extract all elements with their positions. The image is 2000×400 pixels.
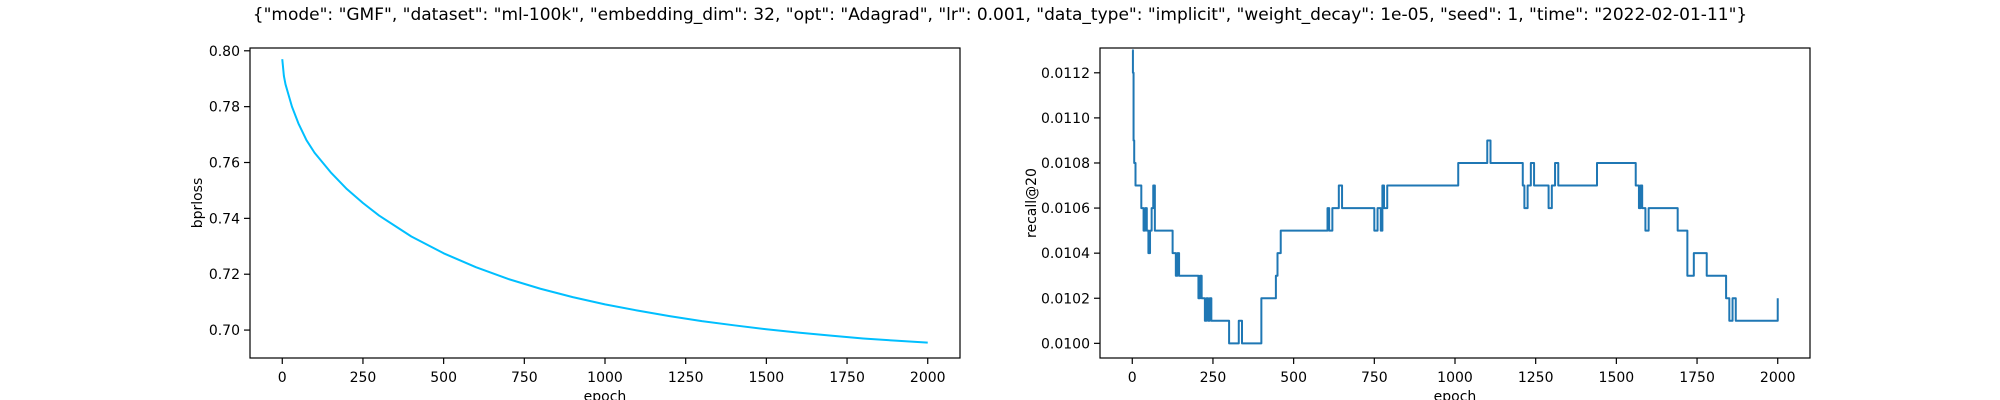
bprloss-y-tick-label: 0.76: [209, 156, 240, 172]
bprloss-y-tick-label: 0.72: [209, 267, 240, 283]
recall-x-tick-label: 0: [1128, 370, 1137, 386]
recall-x-tick-label: 2000: [1760, 370, 1796, 386]
recall-x-tick-label: 1250: [1518, 370, 1554, 386]
bprloss-axes-frame: [249, 47, 961, 359]
recall-x-tick-label: 1000: [1437, 370, 1473, 386]
bprloss-y-tick-label: 0.70: [209, 323, 240, 339]
recall-y-tick-label: 0.0104: [1041, 246, 1090, 262]
recall-x-axis-label: epoch: [1434, 389, 1477, 400]
recall-x-tick-label: 750: [1361, 370, 1388, 386]
recall-y-tick-label: 0.0112: [1041, 66, 1090, 82]
figure-title: {"mode": "GMF", "dataset": "ml-100k", "e…: [253, 5, 1747, 25]
bprloss-y-tick-label: 0.80: [209, 44, 240, 60]
bprloss-x-tick-label: 750: [511, 370, 538, 386]
bprloss-x-tick-label: 1000: [587, 370, 623, 386]
recall-y-tick-label: 0.0102: [1041, 291, 1090, 307]
bprloss-x-tick-label: 500: [430, 370, 457, 386]
bprloss-series-line-0: [281, 59, 928, 344]
bprloss-x-tick-label: 0: [278, 370, 287, 386]
recall-y-tick-label: 0.0108: [1041, 156, 1090, 172]
bprloss-x-axis-label: epoch: [584, 389, 627, 400]
recall-y-tick-label: 0.0106: [1041, 201, 1090, 217]
bprloss-x-tick-label: 250: [350, 370, 377, 386]
recall-series-line-0: [1131, 49, 1779, 345]
recall-y-tick-label: 0.0110: [1041, 111, 1090, 127]
bprloss-x-tick-label: 1250: [668, 370, 704, 386]
recall-y-axis-label: recall@20: [1024, 168, 1040, 238]
recall-chart: 0 250 500 750 1000 1250 1500 1750 2000 0.0100 0.01…: [1024, 47, 1811, 400]
bprloss-x-tick-label: 1500: [749, 370, 785, 386]
recall-y-tick-label: 0.0100: [1041, 336, 1090, 352]
bprloss-y-tick-label: 0.74: [209, 211, 240, 227]
bprloss-y-tick-label: 0.78: [209, 100, 240, 116]
bprloss-x-tick-label: 2000: [910, 370, 946, 386]
recall-x-tick-label: 500: [1280, 370, 1307, 386]
bprloss-y-axis-label: bprloss: [190, 178, 206, 229]
recall-x-tick-label: 1500: [1599, 370, 1635, 386]
recall-x-tick-label: 250: [1200, 370, 1227, 386]
bprloss-chart: 0 250 500 750 1000 1250 1500 1750 2000 0.70 0.72 0.…: [190, 44, 961, 400]
recall-x-tick-label: 1750: [1679, 370, 1715, 386]
bprloss-x-tick-label: 1750: [829, 370, 865, 386]
